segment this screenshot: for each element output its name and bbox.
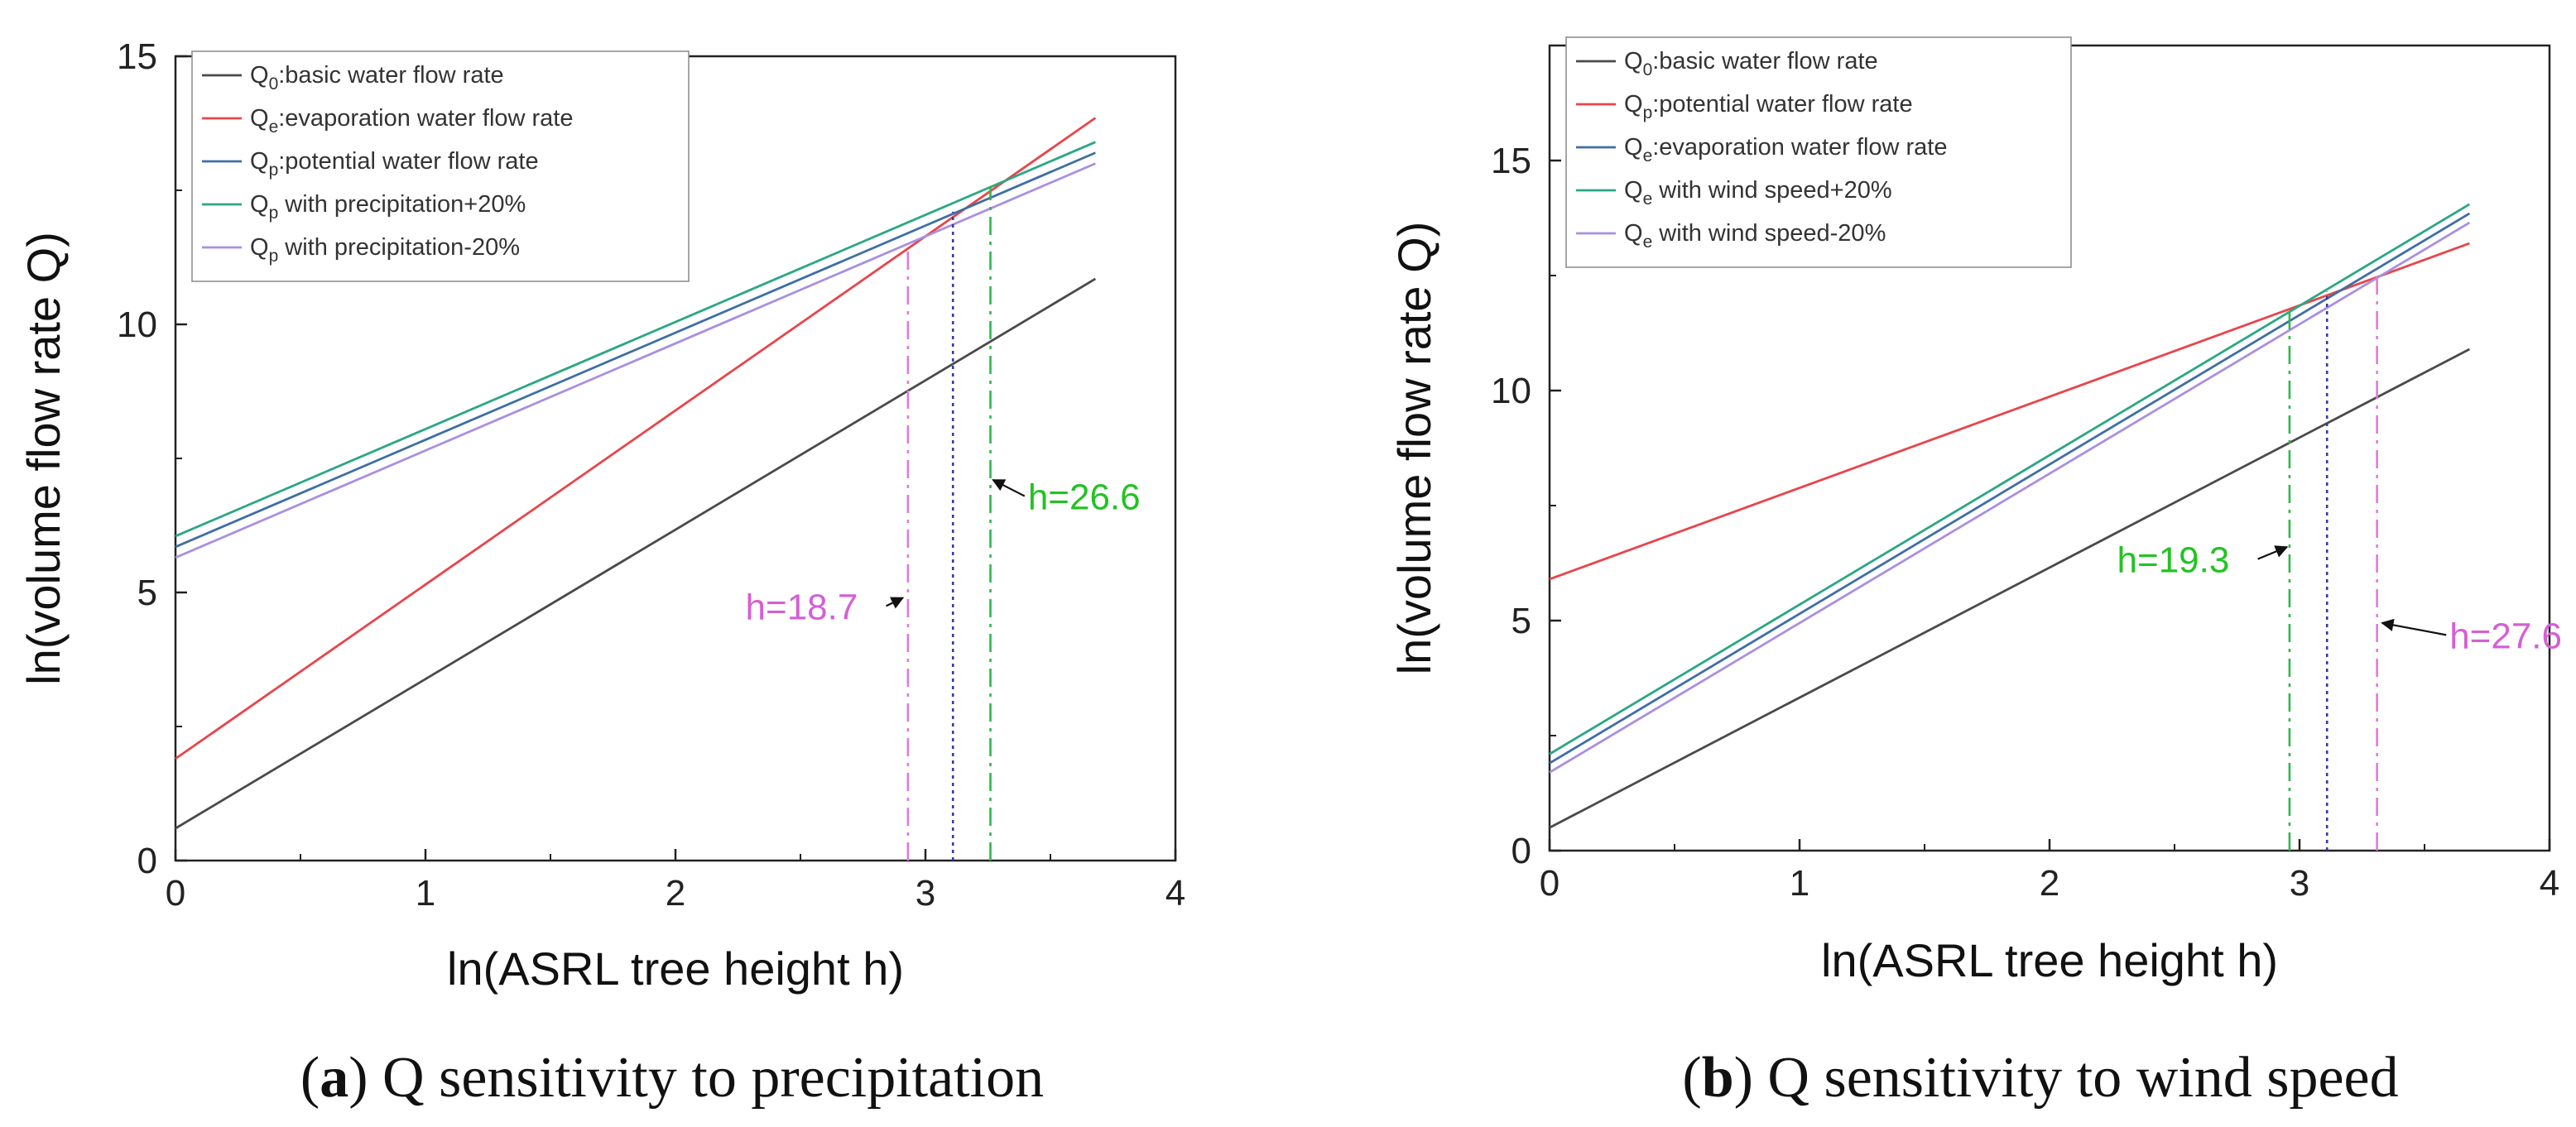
y-axis-title: ln(volume flow rate Q): [1388, 222, 1440, 675]
legend-box: [1565, 36, 2072, 268]
y-tick-label: 10: [117, 305, 157, 345]
panel-caption: (a) Q sensitivity to precipitation: [300, 1046, 1044, 1110]
annotation-label-1: h=18.7: [746, 587, 858, 627]
y-tick-label: 0: [1511, 831, 1531, 871]
legend-entry-3: Qp:potential water flow rate: [250, 148, 539, 180]
legend: Q0:basic water flow rate Qe:evaporation w…: [191, 50, 690, 282]
series-line-1: [175, 277, 1097, 830]
annotation-label-1: h=19.3: [2117, 540, 2230, 581]
series-line-3: [175, 151, 1096, 549]
legend: Q0:basic water flow rate Qp:potential wat…: [1565, 36, 2072, 268]
x-tick-label: 4: [1165, 873, 1185, 914]
y-axis-title: ln(volume flow rate Q): [17, 232, 70, 685]
annotation-label-2: h=27.6: [2449, 616, 2562, 656]
series-line-4: [175, 141, 1096, 538]
annotation-arrow-1: [886, 597, 905, 609]
legend-entry-5: Qe with wind speed-20%: [1624, 220, 1886, 252]
annotation-arrow-1: [2257, 545, 2289, 560]
annotation-arrow-2: [2381, 618, 2447, 636]
x-axis-title: ln(ASRL tree height h): [447, 942, 904, 995]
x-tick-label: 1: [416, 873, 435, 914]
legend-entry-2: Qp:potential water flow rate: [1624, 91, 1913, 122]
series-line-2: [175, 117, 1097, 760]
series-line-5: [175, 162, 1096, 559]
legend-entry-1: Q0:basic water flow rate: [1624, 48, 1878, 79]
legend-box: [191, 50, 690, 282]
x-tick-label: 1: [1790, 863, 1809, 904]
y-tick-label: 10: [1491, 371, 1531, 411]
series-line-3: [1549, 212, 2471, 765]
legend-entry-2: Qe:evaporation water flow rate: [250, 105, 574, 137]
legend-entry-4: Qe with wind speed+20%: [1624, 177, 1892, 209]
annotation-label-2: h=26.6: [1028, 477, 1141, 518]
annotation-arrow-2: [992, 478, 1026, 497]
y-tick-label: 15: [1491, 141, 1531, 181]
series-line-1: [1549, 348, 2471, 829]
series-line-5: [1549, 221, 2471, 774]
x-tick-label: 0: [166, 873, 185, 914]
legend-entry-4: Qp with precipitation+20%: [250, 191, 526, 223]
x-axis-title: ln(ASRL tree height h): [1821, 934, 2278, 986]
y-tick-label: 5: [137, 573, 157, 613]
series-line-4: [1549, 203, 2471, 755]
x-tick-label: 2: [2040, 863, 2059, 904]
y-tick-label: 15: [117, 36, 157, 77]
y-tick-label: 5: [1511, 601, 1531, 641]
x-tick-label: 3: [2290, 863, 2309, 904]
y-tick-label: 0: [137, 841, 157, 881]
x-tick-label: 4: [2540, 863, 2559, 904]
legend-entry-1: Q0:basic water flow rate: [250, 62, 504, 94]
x-tick-label: 0: [1540, 863, 1560, 904]
x-tick-label: 3: [916, 873, 935, 914]
chart-panel-b: 0 1 2 3 4 0 5 10 15 ln(ASRL tree height h) ln(volu…: [1388, 36, 2562, 1110]
series-line-2: [1549, 242, 2470, 581]
x-tick-label: 2: [666, 873, 685, 914]
chart-panel-a: 0 1 2 3 4 0 5 10 15 ln(ASRL tree height h) ln(volu…: [17, 36, 1185, 1110]
panel-caption: (b) Q sensitivity to wind speed: [1682, 1046, 2398, 1110]
legend-entry-5: Qp with precipitation-20%: [250, 234, 520, 266]
legend-entry-3: Qe:evaporation water flow rate: [1624, 134, 1948, 165]
